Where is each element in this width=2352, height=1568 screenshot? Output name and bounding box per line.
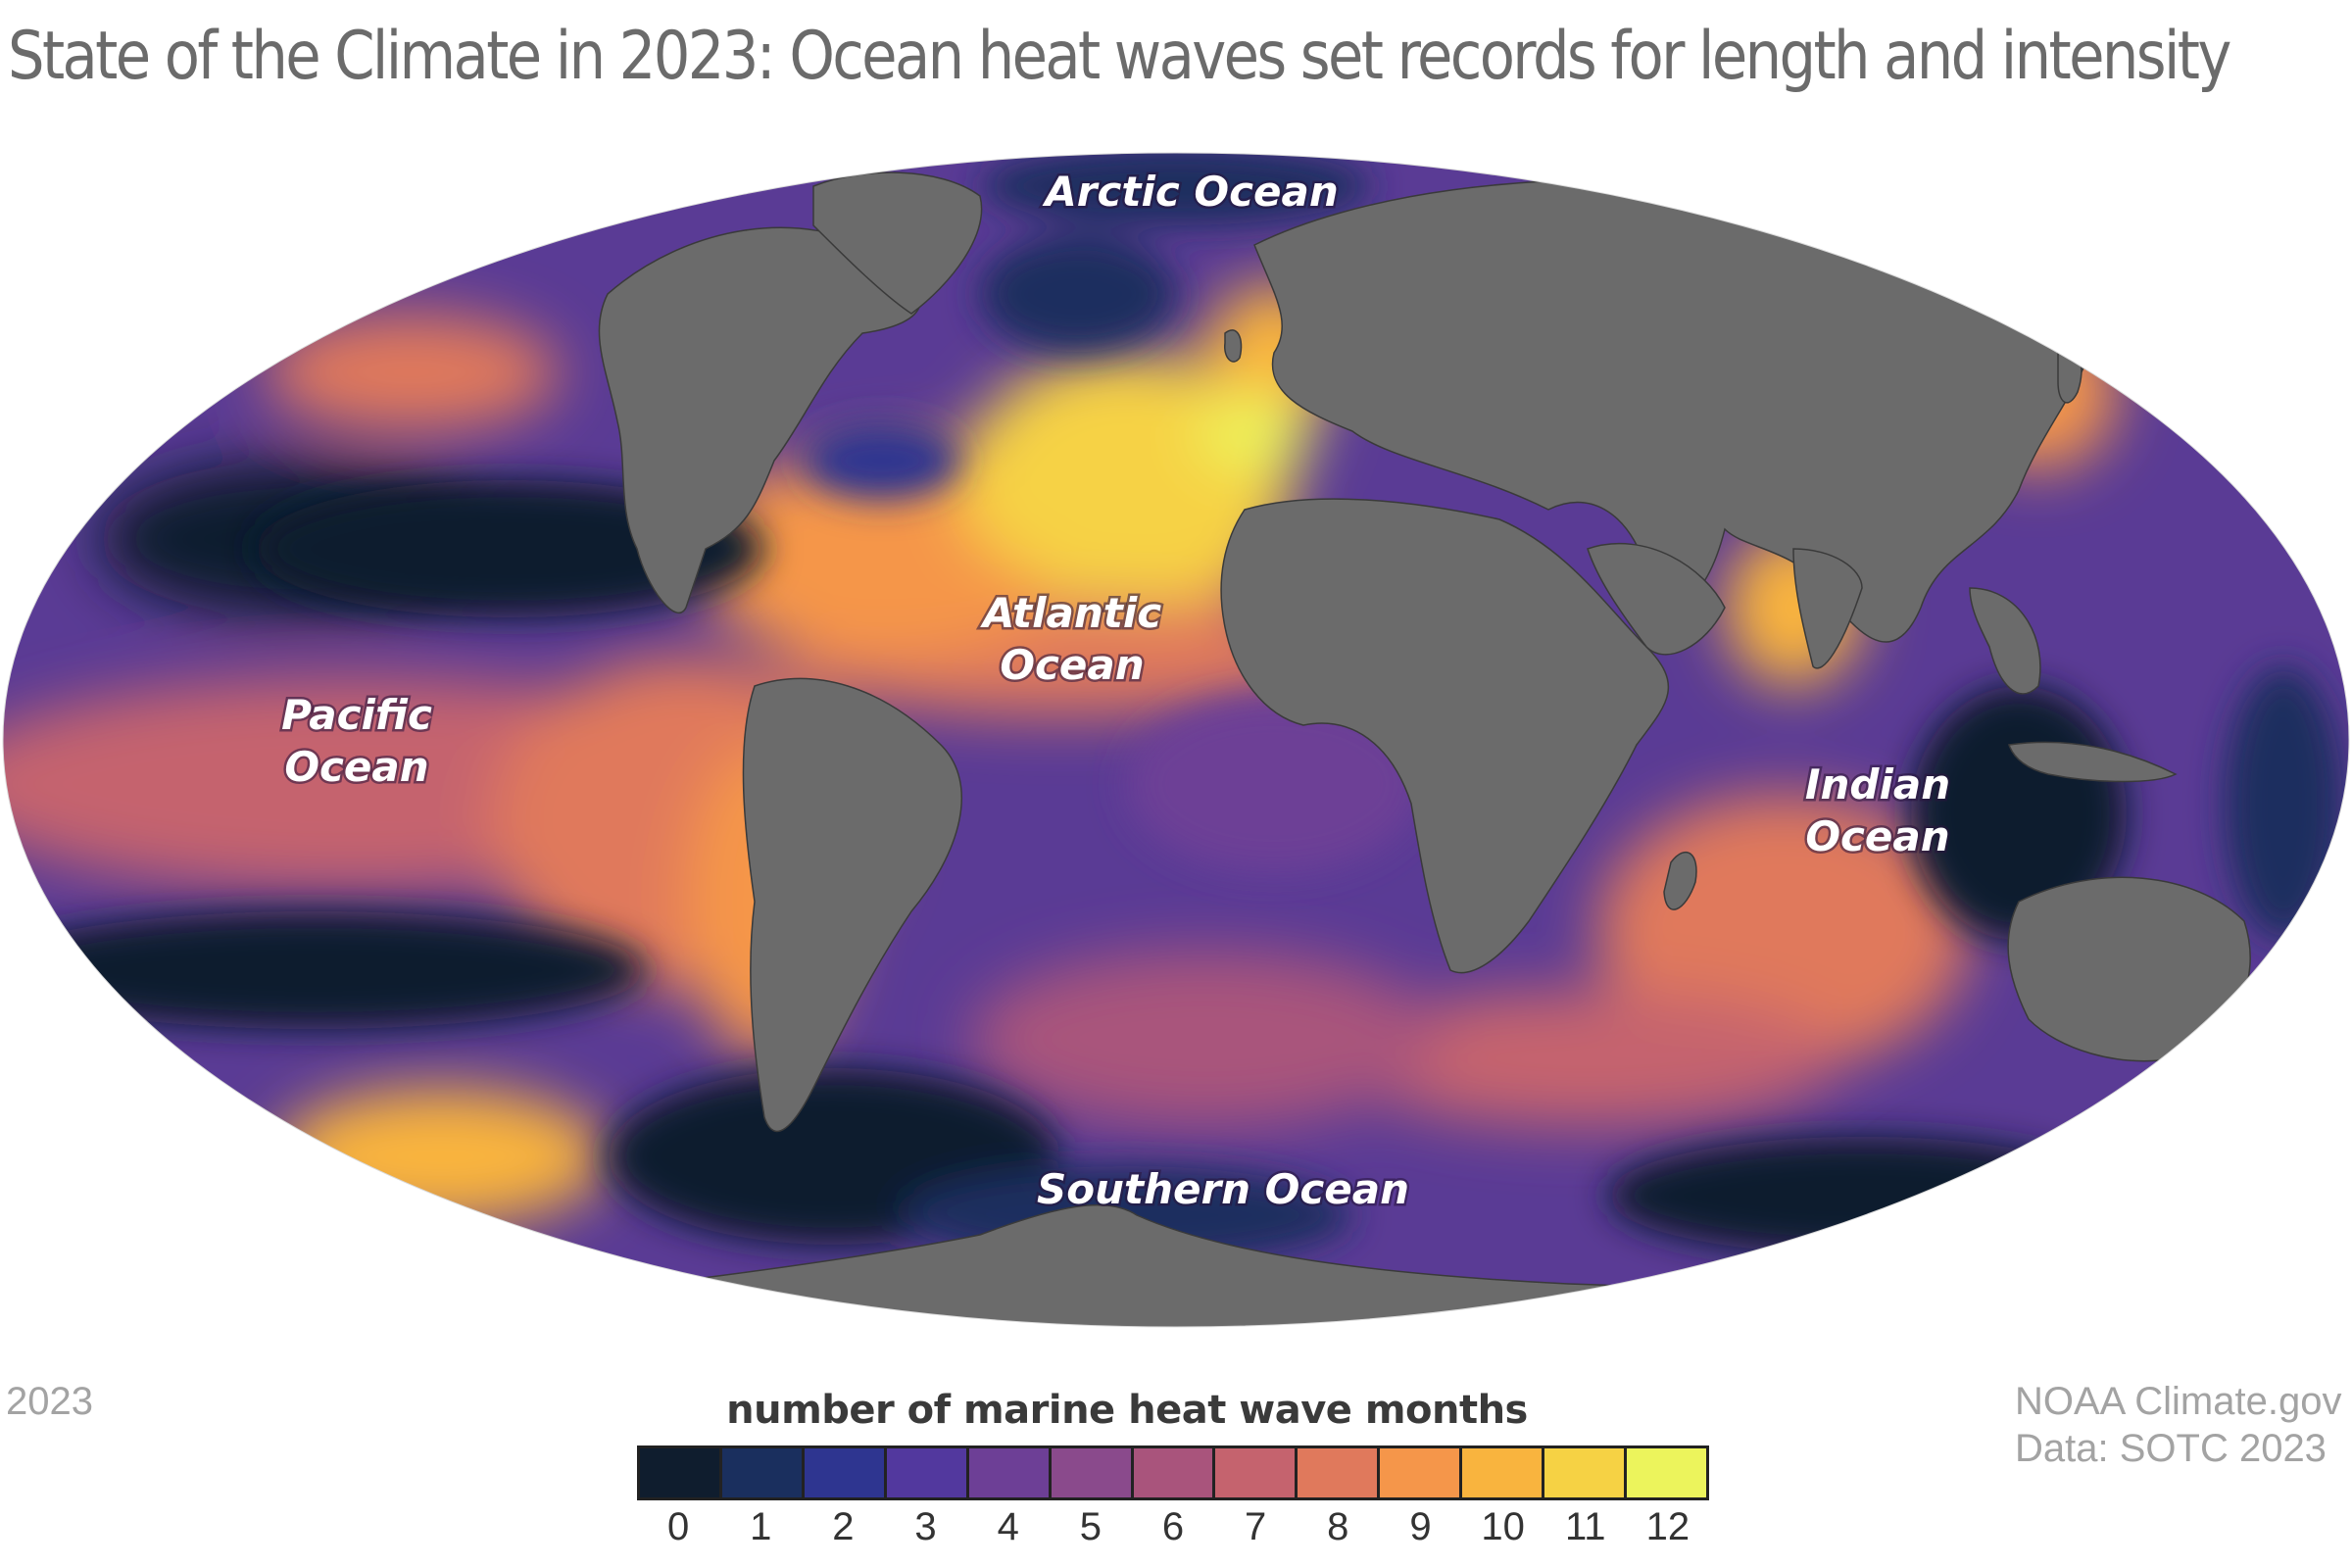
legend-tick-6: 6 [1161,1505,1185,1548]
year-label: 2023 [6,1380,93,1423]
southeast-asia [1969,587,2041,695]
world-map: Arctic Ocean Atlantic Ocean Pacific Ocea… [2,152,2350,1328]
legend-swatch-12 [1627,1448,1706,1497]
arabia [1587,543,1726,656]
legend-tick-10: 10 [1481,1505,1525,1548]
legend-tick-labels: 0 1 2 3 4 5 6 7 8 9 10 11 12 [637,1505,1709,1554]
credit-source: NOAA Climate.gov [2015,1380,2342,1423]
legend-tick-11: 11 [1565,1505,1606,1548]
label-pacific-ocean-line2: Ocean [284,743,428,791]
legend-tick-9: 9 [1409,1505,1432,1548]
label-atlantic-ocean-line2: Ocean [1000,641,1144,689]
legend-tick-7: 7 [1245,1505,1267,1548]
label-arctic-ocean: Arctic Ocean [1042,168,1338,216]
ocean-heat-layer [3,153,2349,1327]
label-indian-ocean-line1: Indian [1805,760,1950,808]
page-title: State of the Climate in 2023: Ocean heat… [8,18,2231,95]
new-zealand [2296,1054,2319,1093]
credit-data: Data: SOTC 2023 [2015,1427,2327,1470]
south-america [742,677,962,1133]
legend-swatch-8 [1298,1448,1381,1497]
legend-swatch-9 [1380,1448,1463,1497]
legend-swatch-6 [1133,1448,1216,1497]
legend-tick-3: 3 [914,1505,937,1548]
uk [1224,329,1243,363]
legend-swatch-3 [886,1448,969,1497]
credit: NOAA Climate.gov Data: SOTC 2023 [2015,1378,2348,1472]
legend-swatch-10 [1462,1448,1545,1497]
legend-tick-5: 5 [1079,1505,1102,1548]
map-svg: Arctic Ocean Atlantic Ocean Pacific Ocea… [2,152,2350,1328]
legend-swatch-1 [721,1448,805,1497]
legend-swatch-0 [640,1448,722,1497]
legend-color-bar [637,1446,1709,1500]
india [1792,548,1863,669]
label-atlantic-ocean-line1: Atlantic [980,589,1161,637]
label-pacific-ocean-line1: Pacific [281,691,432,739]
madagascar [1663,851,1697,910]
legend-tick-4: 4 [997,1505,1019,1548]
legend-swatch-4 [968,1448,1052,1497]
label-southern-ocean: Southern Ocean [1037,1165,1409,1213]
legend-swatch-5 [1051,1448,1134,1497]
legend-tick-8: 8 [1327,1505,1349,1548]
legend-swatch-7 [1215,1448,1298,1497]
legend-title: number of marine heat wave months [726,1388,1528,1433]
legend-swatch-11 [1544,1448,1628,1497]
antarctica [3,1203,2349,1327]
indonesia [2008,741,2178,783]
legend-tick-1: 1 [750,1505,772,1548]
africa [1220,498,1670,974]
land-masses [3,172,2349,1327]
legend-tick-12: 12 [1645,1505,1690,1548]
label-indian-ocean-line2: Ocean [1805,812,1949,860]
legend-tick-2: 2 [832,1505,855,1548]
legend-swatch-2 [804,1448,887,1497]
legend-tick-0: 0 [666,1505,690,1548]
greenland [812,172,983,315]
